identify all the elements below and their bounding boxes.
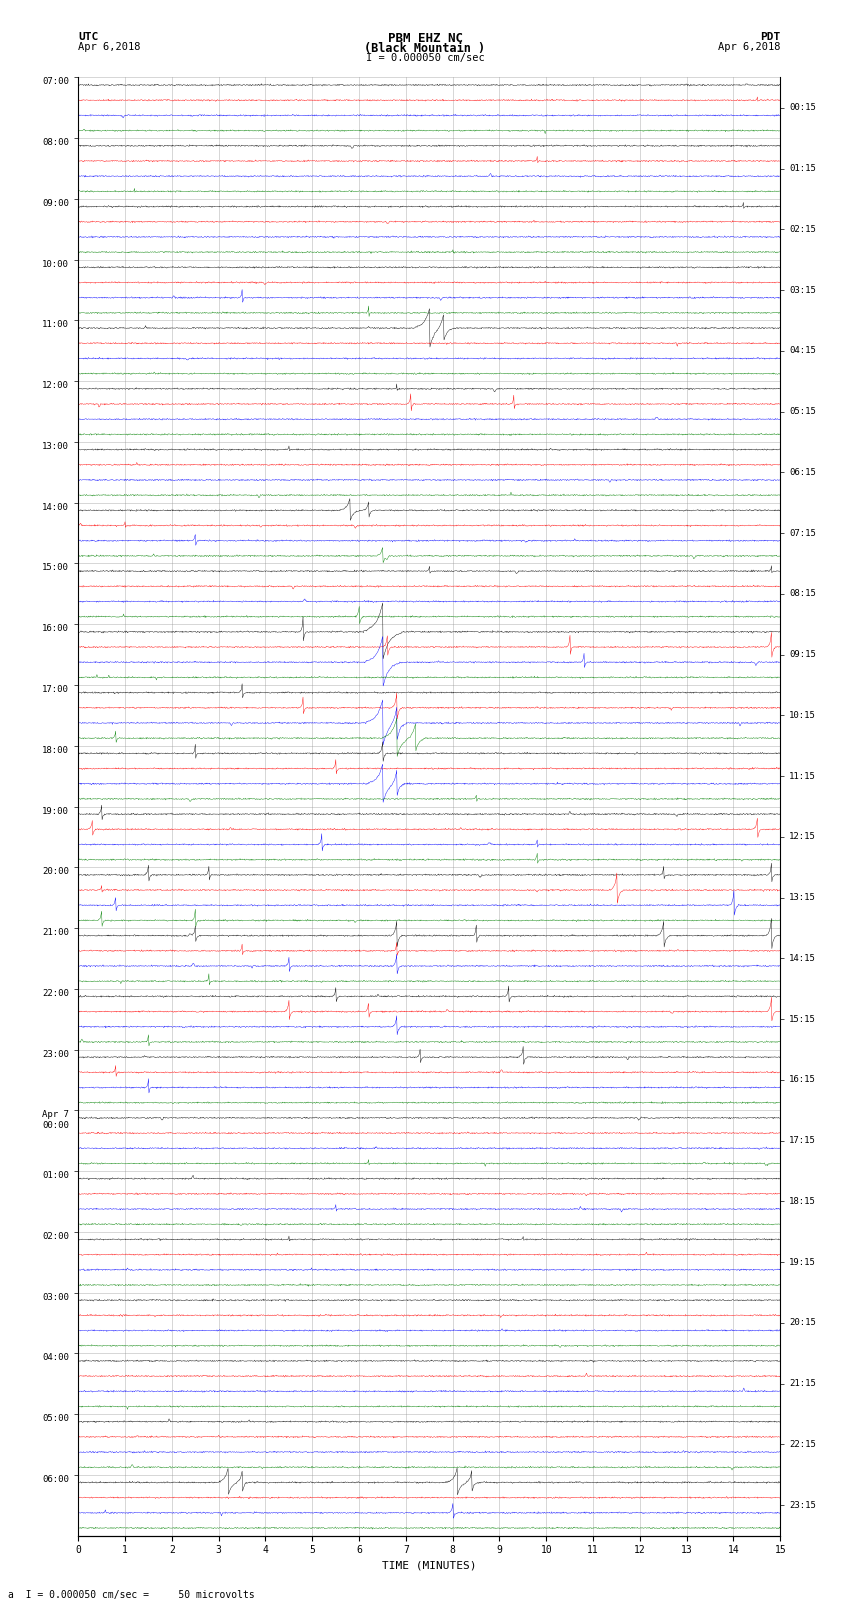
- Text: Apr 6,2018: Apr 6,2018: [78, 42, 141, 52]
- Text: Apr 6,2018: Apr 6,2018: [717, 42, 780, 52]
- X-axis label: TIME (MINUTES): TIME (MINUTES): [382, 1561, 477, 1571]
- Text: UTC: UTC: [78, 32, 99, 42]
- Text: a  I = 0.000050 cm/sec =     50 microvolts: a I = 0.000050 cm/sec = 50 microvolts: [8, 1590, 255, 1600]
- Text: I = 0.000050 cm/sec: I = 0.000050 cm/sec: [366, 53, 484, 63]
- Text: PDT: PDT: [760, 32, 780, 42]
- Text: (Black Mountain ): (Black Mountain ): [365, 42, 485, 55]
- Text: PBM EHZ NC: PBM EHZ NC: [388, 32, 462, 45]
